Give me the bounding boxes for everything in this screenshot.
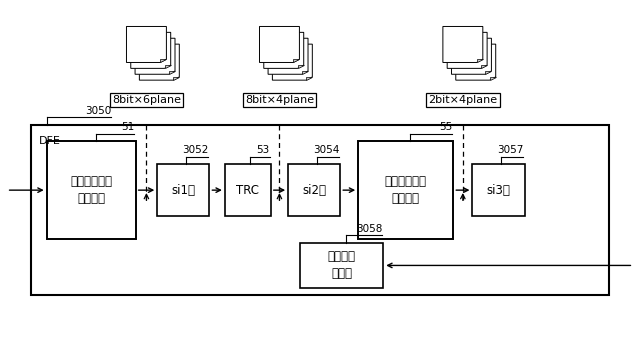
Polygon shape [140, 44, 179, 80]
Text: 3052: 3052 [182, 145, 208, 155]
Polygon shape [164, 65, 171, 68]
Polygon shape [264, 32, 304, 68]
Text: 53: 53 [257, 145, 269, 155]
Bar [472, 164, 525, 216]
Text: 55: 55 [439, 122, 452, 132]
Text: TRC: TRC [236, 184, 259, 197]
Polygon shape [490, 77, 496, 80]
Polygon shape [160, 59, 166, 62]
Bar [47, 141, 136, 239]
Text: 3050: 3050 [85, 106, 111, 116]
Polygon shape [481, 65, 487, 68]
Bar [300, 242, 383, 288]
Text: 8bit×4plane: 8bit×4plane [245, 95, 314, 105]
Text: si2部: si2部 [302, 184, 326, 197]
Bar [288, 164, 340, 216]
Polygon shape [169, 71, 175, 74]
Bar [157, 164, 209, 216]
Polygon shape [451, 38, 492, 74]
Polygon shape [443, 27, 483, 62]
Text: 8bit×6plane: 8bit×6plane [112, 95, 181, 105]
Bar [225, 164, 271, 216]
Polygon shape [298, 65, 304, 68]
Polygon shape [447, 32, 487, 68]
Polygon shape [477, 59, 483, 62]
Polygon shape [268, 38, 308, 74]
Polygon shape [127, 27, 166, 62]
Text: ハーフトーン
エンジン: ハーフトーン エンジン [385, 175, 427, 205]
Polygon shape [293, 59, 300, 62]
Bar [31, 125, 609, 295]
Text: DFE: DFE [38, 136, 60, 146]
Polygon shape [456, 44, 496, 80]
Bar [358, 141, 453, 239]
Polygon shape [131, 32, 171, 68]
Text: レンダリング
エンジン: レンダリング エンジン [70, 175, 112, 205]
Polygon shape [306, 77, 312, 80]
Text: 51: 51 [121, 122, 134, 132]
Text: 3058: 3058 [356, 224, 382, 234]
Polygon shape [302, 71, 308, 74]
Polygon shape [485, 71, 492, 74]
Text: 装置構成
取得部: 装置構成 取得部 [328, 250, 356, 280]
Text: si3部: si3部 [486, 184, 511, 197]
Text: 2bit×4plane: 2bit×4plane [428, 95, 497, 105]
Polygon shape [273, 44, 312, 80]
Polygon shape [259, 27, 300, 62]
Polygon shape [173, 77, 179, 80]
Text: si1部: si1部 [172, 184, 195, 197]
Text: 3057: 3057 [497, 145, 524, 155]
Text: 3054: 3054 [313, 145, 339, 155]
Polygon shape [135, 38, 175, 74]
